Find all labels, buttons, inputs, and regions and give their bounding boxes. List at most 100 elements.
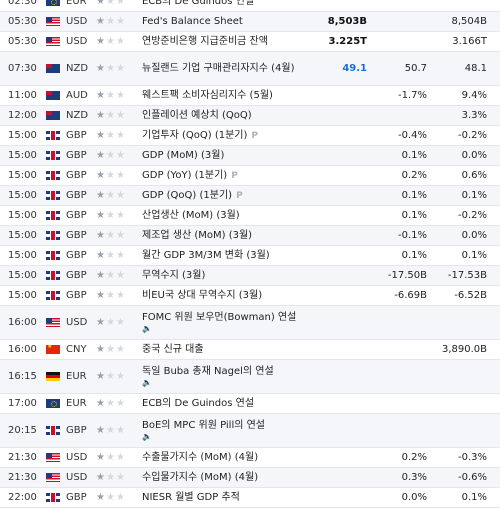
event-link[interactable]: 연방준비은행 지급준비금 잔액 [142, 36, 268, 47]
table-row[interactable]: 22:00 GBP ★★★ NIESR 월별 GDP 추적 0.0% 0.1% [0, 488, 500, 508]
table-row[interactable]: 15:00 GBP ★★★ 무역수지 (3월) -17.50B -17.53B [0, 266, 500, 286]
nzd-flag-icon [46, 111, 60, 120]
table-row[interactable]: 12:00 NZD ★★★ 인플레이션 예상치 (QoQ) 3.3% [0, 106, 500, 126]
event-link[interactable]: Fed's Balance Sheet [142, 16, 243, 27]
currency-code: GBP [66, 492, 87, 503]
event-name-cell: ECB의 De Guindos 연설 [142, 0, 307, 8]
importance-star-icon: ★ [96, 472, 106, 483]
table-row[interactable]: 15:00 GBP ★★★ GDP (QoQ) (1분기) P 0.1% 0.1% [0, 186, 500, 206]
importance-star-icon: ★ [105, 230, 116, 241]
table-row[interactable]: 15:00 GBP ★★★ GDP (YoY) (1분기) P 0.2% 0.6% [0, 166, 500, 186]
forecast-value: 0.1% [401, 250, 427, 261]
importance-star-icon: ★ [115, 230, 126, 241]
forecast-value: 0.0% [401, 492, 427, 503]
table-row[interactable]: 20:15 GBP ★★★ BoE의 MPC 위원 Pill의 연설 🔈 [0, 414, 500, 448]
event-link[interactable]: 인플레이션 예상치 (QoQ) [142, 110, 252, 121]
table-row[interactable]: 02:30 EUR ★★★ ECB의 De Guindos 연설 [0, 0, 500, 12]
importance-star-icon: ★ [105, 250, 116, 261]
table-row[interactable]: 21:30 USD ★★★ 수입물가지수 (MoM) (4월) 0.3% -0.6% [0, 468, 500, 488]
nzd-flag-icon [46, 64, 60, 73]
event-link[interactable]: 웨스트팩 소비자심리지수 (5월) [142, 90, 273, 101]
table-row[interactable]: 15:00 GBP ★★★ 기업투자 (QoQ) (1분기) P -0.4% -0.2% [0, 126, 500, 146]
table-row[interactable]: 15:00 GBP ★★★ GDP (MoM) (3월) 0.1% 0.0% [0, 146, 500, 166]
currency-code: GBP [66, 210, 87, 221]
currency-code: GBP [66, 190, 87, 201]
event-link[interactable]: 월간 GDP 3M/3M 변화 (3월) [142, 250, 270, 261]
event-name-cell: 뉴질랜드 기업 구매관리자지수 (4월) [142, 62, 307, 75]
event-link[interactable]: 산업생산 (MoM) (3월) [142, 210, 240, 221]
event-time: 15:00 [8, 250, 37, 261]
gbp-flag-icon [46, 191, 60, 200]
event-link[interactable]: 비EU국 상대 무역수지 (3월) [142, 290, 263, 301]
event-link[interactable]: GDP (QoQ) (1분기) [142, 189, 233, 201]
forecast-value: -0.1% [397, 230, 427, 241]
importance-star-icon: ★ [115, 398, 126, 409]
event-name-cell: GDP (QoQ) (1분기) P [142, 189, 307, 203]
importance-rating: ★★★ [96, 250, 142, 261]
event-link[interactable]: NIESR 월별 GDP 추적 [142, 492, 240, 503]
usd-flag-icon [46, 37, 60, 46]
table-row[interactable]: 16:00 USD ★★★ FOMC 위원 보우먼(Bowman) 연설 🔈 [0, 306, 500, 340]
importance-star-icon: ★ [105, 290, 116, 301]
event-link[interactable]: 수출물가지수 (MoM) (4월) [142, 452, 259, 463]
event-link[interactable]: 독일 Buba 총재 Nagel의 연설 [142, 366, 274, 377]
event-link[interactable]: 기업투자 (QoQ) (1분기) [142, 129, 248, 141]
actual-value: 3.225T [328, 36, 367, 47]
importance-rating: ★★★ [96, 110, 142, 121]
importance-rating: ★★★ [96, 290, 142, 301]
importance-star-icon: ★ [115, 110, 126, 121]
event-link[interactable]: BoE의 MPC 위원 Pill의 연설 [142, 420, 265, 431]
importance-rating: ★★★ [96, 230, 142, 241]
event-link[interactable]: FOMC 위원 보우먼(Bowman) 연설 [142, 312, 297, 323]
currency-code: NZD [66, 63, 89, 74]
importance-star-icon: ★ [115, 170, 126, 181]
table-row[interactable]: 07:30 NZD ★★★ 뉴질랜드 기업 구매관리자지수 (4월) 49.1 50.7 4… [0, 52, 500, 86]
event-link[interactable]: ECB의 De Guindos 연설 [142, 398, 255, 409]
importance-star-icon: ★ [115, 250, 126, 261]
table-row[interactable]: 16:15 EUR ★★★ 독일 Buba 총재 Nagel의 연설 🔈 [0, 360, 500, 394]
importance-star-icon: ★ [105, 150, 116, 161]
importance-rating: ★★★ [96, 130, 142, 141]
event-link[interactable]: GDP (MoM) (3월) [142, 150, 225, 161]
eur-flag-icon [46, 399, 60, 408]
previous-value: 0.0% [461, 150, 487, 161]
previous-value: 0.0% [461, 230, 487, 241]
event-link[interactable]: 중국 신규 대출 [142, 344, 204, 355]
currency-code: USD [66, 36, 88, 47]
table-row[interactable]: 15:00 GBP ★★★ 산업생산 (MoM) (3월) 0.1% -0.2% [0, 206, 500, 226]
forecast-value: -1.7% [397, 90, 427, 101]
importance-star-icon: ★ [115, 190, 126, 201]
importance-star-icon: ★ [115, 452, 126, 463]
gbp-flag-icon [46, 151, 60, 160]
previous-value: -0.2% [457, 130, 487, 141]
importance-star-icon: ★ [96, 371, 106, 382]
cny-flag-icon [46, 345, 60, 354]
forecast-value: 50.7 [404, 63, 427, 74]
event-link[interactable]: 수입물가지수 (MoM) (4월) [142, 472, 259, 483]
table-row[interactable]: 11:00 AUD ★★★ 웨스트팩 소비자심리지수 (5월) -1.7% 9.4% [0, 86, 500, 106]
table-row[interactable]: 15:00 GBP ★★★ 제조업 생산 (MoM) (3월) -0.1% 0.0% [0, 226, 500, 246]
event-time: 05:30 [8, 36, 37, 47]
table-row[interactable]: 17:00 EUR ★★★ ECB의 De Guindos 연설 [0, 394, 500, 414]
currency-code: USD [66, 452, 88, 463]
usd-flag-icon [46, 453, 60, 462]
event-link[interactable]: 뉴질랜드 기업 구매관리자지수 (4월) [142, 63, 295, 74]
event-link[interactable]: ECB의 De Guindos 연설 [142, 0, 255, 7]
event-name-cell: BoE의 MPC 위원 Pill의 연설 🔈 [142, 419, 307, 442]
table-row[interactable]: 16:00CNY★★★중국 신규 대출3,890.0B [0, 340, 500, 360]
table-row[interactable]: 21:30 USD ★★★ 수출물가지수 (MoM) (4월) 0.2% -0.3% [0, 448, 500, 468]
table-row[interactable]: 05:30 USD ★★★ Fed's Balance Sheet 8,503B 8,50… [0, 12, 500, 32]
speech-icon: 🔈 [142, 378, 152, 387]
importance-rating: ★★★ [96, 170, 142, 181]
event-name-cell: 월간 GDP 3M/3M 변화 (3월) [142, 249, 307, 262]
event-link[interactable]: 무역수지 (3월) [142, 270, 206, 281]
table-row[interactable]: 05:30 USD ★★★ 연방준비은행 지급준비금 잔액 3.225T 3.166T [0, 32, 500, 52]
importance-rating: ★★★ [96, 90, 142, 101]
currency-code: USD [66, 16, 88, 27]
event-link[interactable]: GDP (YoY) (1분기) [142, 169, 228, 181]
event-link[interactable]: 제조업 생산 (MoM) (3월) [142, 230, 253, 241]
table-row[interactable]: 15:00 GBP ★★★ 월간 GDP 3M/3M 변화 (3월) 0.1% 0.1% [0, 246, 500, 266]
table-row[interactable]: 15:00 GBP ★★★ 비EU국 상대 무역수지 (3월) -6.69B -6.52B [0, 286, 500, 306]
previous-value: 9.4% [461, 90, 487, 101]
event-time: 12:00 [8, 110, 37, 121]
